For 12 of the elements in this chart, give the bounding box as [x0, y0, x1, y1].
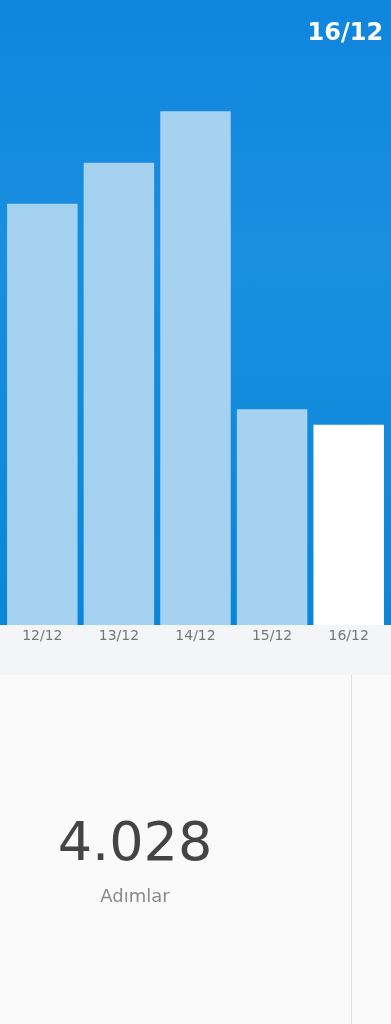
x-tick-label: 14/12: [175, 627, 216, 643]
text: Adımlar: [99, 885, 171, 906]
x-tick-label: 16/12: [328, 627, 369, 643]
bar: [160, 111, 231, 625]
chart-title: 16/12: [307, 18, 384, 47]
text: 4.028: [56, 810, 214, 873]
bar: [83, 162, 155, 625]
bar: [236, 409, 308, 625]
x-tick-label: 13/12: [98, 627, 140, 643]
x-tick-label: 12/12: [22, 627, 63, 643]
bar: [7, 203, 78, 625]
x-tick-label: 15/12: [251, 627, 293, 643]
